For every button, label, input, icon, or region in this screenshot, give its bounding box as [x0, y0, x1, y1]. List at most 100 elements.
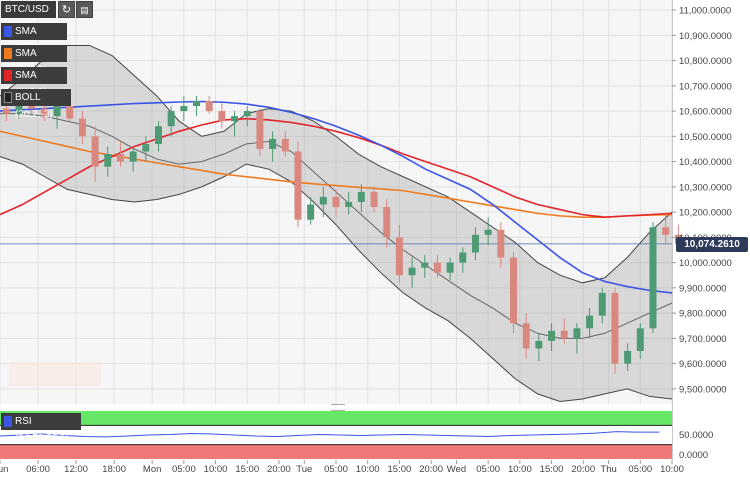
- candle: [231, 111, 239, 137]
- candle-body: [294, 151, 302, 220]
- x-tick-label: 12:00: [64, 464, 88, 475]
- candle-body: [357, 191, 365, 202]
- rsi-label: RSI (14,70,30,1): [15, 416, 69, 444]
- current-price-text: 10,074.2610: [684, 239, 740, 250]
- indicator-tag-sma100[interactable]: SMA (100,0): [1, 67, 67, 98]
- faint-overlay: [9, 362, 101, 386]
- x-tick-label: 10:00: [204, 464, 228, 475]
- candle: [471, 227, 479, 261]
- candle-body: [193, 101, 201, 107]
- indicator-lines: [0, 44, 673, 402]
- candle: [155, 121, 162, 152]
- x-tick-label: Thu: [600, 464, 616, 475]
- rsi-y-label: 50.0000: [679, 430, 713, 441]
- boll-upper-line: [0, 44, 673, 284]
- x-tick-label: 10:00: [660, 464, 684, 475]
- candle-body: [662, 227, 670, 235]
- candle: [586, 308, 594, 339]
- candle: [446, 257, 454, 281]
- candle: [395, 224, 403, 283]
- y-tick-label: 10,800.0000: [679, 56, 732, 67]
- candle: [357, 184, 365, 213]
- candle: [332, 189, 340, 218]
- candle: [535, 333, 543, 362]
- candle-body: [573, 328, 581, 339]
- boll-swatch: [4, 92, 12, 103]
- candle-body: [231, 116, 239, 122]
- x-tick-label: Wed: [447, 464, 466, 475]
- rsi-tag[interactable]: RSI (14,70,30,1): [1, 413, 81, 444]
- candle: [78, 111, 86, 144]
- candle: [91, 126, 99, 182]
- candle-body: [78, 118, 86, 137]
- candle-body: [510, 257, 517, 324]
- x-tick-label: 10:00: [508, 464, 532, 475]
- candle-body: [446, 262, 454, 273]
- candle-body: [319, 196, 327, 205]
- candle: [636, 323, 644, 359]
- panel-splitter-handle[interactable]: [331, 404, 345, 411]
- rsi-oversold-zone: [0, 444, 672, 459]
- candle: [129, 148, 137, 172]
- candle: [205, 95, 213, 114]
- x-tick-label: 05:00: [324, 464, 348, 475]
- rsi-y-label: 0.0000: [679, 450, 708, 461]
- candle-body: [370, 191, 378, 208]
- symbol-label: BTC/USD: [5, 4, 49, 15]
- candle: [598, 287, 606, 324]
- indicator-tag-boll[interactable]: BOLL (20,2,-2): [1, 89, 71, 120]
- y-tick-label: 10,600.0000: [679, 107, 732, 118]
- x-tick-label: 20:00: [571, 464, 595, 475]
- candle-body: [40, 108, 48, 117]
- x-tick-label: 10:00: [356, 464, 380, 475]
- x-tick-label: Mon: [143, 464, 161, 475]
- candle-body: [332, 196, 340, 208]
- indicator-tag-sma200[interactable]: SMA (200,0): [1, 45, 67, 76]
- candle: [180, 95, 188, 122]
- x-tick-label: 20:00: [419, 464, 443, 475]
- candle-body: [471, 234, 479, 253]
- x-tick-label: 05:00: [628, 464, 652, 475]
- candle-body: [395, 237, 403, 276]
- x-tick-label: 05:00: [476, 464, 500, 475]
- candle-body: [307, 204, 315, 220]
- candle-body: [598, 292, 606, 316]
- grid-lines: [0, 0, 673, 460]
- x-tick-label: 05:00: [172, 464, 196, 475]
- rsi-swatch: [4, 416, 12, 427]
- candle: [433, 255, 441, 278]
- candle: [281, 131, 289, 157]
- rsi-line: [0, 431, 660, 438]
- candle-body: [205, 101, 213, 112]
- candle: [662, 212, 670, 245]
- candle: [370, 186, 378, 213]
- candle-body: [53, 106, 61, 117]
- refresh-button[interactable]: ↻: [58, 1, 75, 18]
- sma200-line: [0, 130, 673, 218]
- candle: [269, 131, 277, 162]
- y-tick-label: 10,500.0000: [679, 132, 732, 143]
- boll-lower-line: [0, 156, 673, 402]
- indicator-tag-sma50[interactable]: SMA (50,0): [1, 23, 67, 54]
- candle: [408, 257, 416, 288]
- calendar-icon: ▤: [80, 5, 89, 15]
- candles: [2, 90, 682, 374]
- x-tick-label: 20:00: [267, 464, 291, 475]
- y-tick-label: 10,700.0000: [679, 81, 732, 92]
- candle-body: [649, 227, 657, 329]
- candle: [116, 141, 124, 167]
- x-tick-label: 18:00: [102, 464, 126, 475]
- candle: [510, 252, 517, 334]
- calendar-button[interactable]: ▤: [76, 1, 93, 18]
- symbol-tag[interactable]: BTC/USD: [1, 1, 56, 18]
- candle-body: [497, 229, 505, 258]
- candle-body: [167, 111, 175, 127]
- candle-body: [484, 229, 492, 235]
- y-tick-label: 9,900.0000: [679, 283, 727, 294]
- candle: [383, 199, 391, 248]
- candle: [497, 222, 505, 268]
- candle-body: [548, 330, 556, 341]
- candle-body: [345, 202, 353, 208]
- candle: [459, 247, 467, 273]
- y-tick-label: 10,200.0000: [679, 208, 732, 219]
